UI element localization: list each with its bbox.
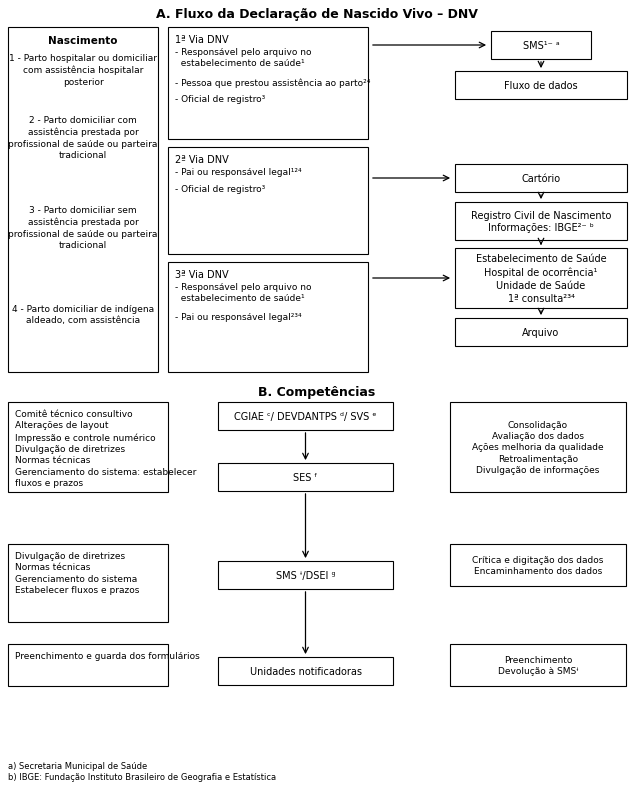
Bar [455,165,627,193]
Text: 2 - Parto domiciliar com
assistência prestada por
profissional de saúde ou parte: 2 - Parto domiciliar com assistência pre… [8,116,158,160]
Text: Registro Civil de Nascimento
Informações: IBGE²⁻ ᵇ: Registro Civil de Nascimento Informações… [471,210,611,233]
Text: 3ª Via DNV: 3ª Via DNV [175,270,229,280]
Text: Comitê técnico consultivo
Alterações de layout
Impressão e controle numérico
Div: Comitê técnico consultivo Alterações de … [15,410,197,487]
Text: SMS ᶤ/DSEI ᵍ: SMS ᶤ/DSEI ᵍ [276,570,335,581]
Bar [450,644,626,686]
Text: Consolidação
Avaliação dos dados
Ações melhoria da qualidade
Retroalimentação
Di: Consolidação Avaliação dos dados Ações m… [472,420,604,474]
Text: CGIAE ᶜ/ DEVDANTPS ᵈ/ SVS ᵉ: CGIAE ᶜ/ DEVDANTPS ᵈ/ SVS ᵉ [234,411,377,422]
Text: SES ᶠ: SES ᶠ [294,473,318,483]
Bar [168,148,368,255]
Bar [168,263,368,372]
Bar [218,657,393,685]
Bar [491,32,591,60]
Text: 1ª Via DNV: 1ª Via DNV [175,35,229,45]
Text: - Pai ou responsável legal¹²⁴: - Pai ou responsável legal¹²⁴ [175,168,302,177]
Text: - Responsável pelo arquivo no
  estabelecimento de saúde¹: - Responsável pelo arquivo no estabeleci… [175,48,311,68]
Bar [455,249,627,309]
Bar [218,402,393,431]
Text: - Oficial de registro³: - Oficial de registro³ [175,95,265,104]
Text: - Responsável pelo arquivo no
  estabelecimento de saúde¹: - Responsável pelo arquivo no estabeleci… [175,283,311,303]
Bar [8,644,168,686]
Text: Nascimento: Nascimento [48,36,118,46]
Text: Arquivo: Arquivo [522,328,560,337]
Text: B. Competências: B. Competências [259,385,375,398]
Bar [455,72,627,100]
Bar [168,28,368,139]
Text: 1 - Parto hospitalar ou domiciliar
com assistência hospitalar
posterior: 1 - Parto hospitalar ou domiciliar com a… [9,54,157,87]
Bar [218,463,393,491]
Bar [8,28,158,372]
Text: Unidades notificadoras: Unidades notificadoras [250,666,361,676]
Text: 4 - Parto domiciliar de indígena
aldeado, com assistência: 4 - Parto domiciliar de indígena aldeado… [12,305,154,325]
Text: Cartório: Cartório [521,174,560,184]
Text: Estabelecimento de Saúde
Hospital de ocorrência¹
Unidade de Saúde
1ª consulta²³⁴: Estabelecimento de Saúde Hospital de oco… [476,254,606,303]
Bar [455,203,627,241]
Bar [450,402,626,492]
Bar [8,544,168,622]
Text: - Oficial de registro³: - Oficial de registro³ [175,185,265,194]
Text: - Pessoa que prestou assistência ao parto²⁴: - Pessoa que prestou assistência ao part… [175,78,370,88]
Bar [450,544,626,586]
Text: SMS¹⁻ ᵃ: SMS¹⁻ ᵃ [522,41,559,51]
Text: Preenchimento
Devolução à SMSᶤ: Preenchimento Devolução à SMSᶤ [498,655,578,676]
Bar [218,561,393,590]
Bar [8,402,168,492]
Text: Fluxo de dados: Fluxo de dados [504,81,578,91]
Text: Crítica e digitação dos dados
Encaminhamento dos dados: Crítica e digitação dos dados Encaminham… [472,555,604,576]
Text: Divulgação de diretrizes
Normas técnicas
Gerenciamento do sistema
Estabelecer fl: Divulgação de diretrizes Normas técnicas… [15,551,139,594]
Text: b) IBGE: Fundação Instituto Brasileiro de Geografia e Estatística: b) IBGE: Fundação Instituto Brasileiro d… [8,772,276,781]
Text: - Pai ou responsável legal²³⁴: - Pai ou responsável legal²³⁴ [175,312,302,322]
Text: 3 - Parto domiciliar sem
assistência prestada por
profissional de saúde ou parte: 3 - Parto domiciliar sem assistência pre… [8,206,158,250]
Bar [455,319,627,346]
Text: A. Fluxo da Declaração de Nascido Vivo – DNV: A. Fluxo da Declaração de Nascido Vivo –… [156,8,478,21]
Text: 2ª Via DNV: 2ª Via DNV [175,155,229,165]
Text: a) Secretaria Municipal de Saúde: a) Secretaria Municipal de Saúde [8,761,147,770]
Text: Preenchimento e guarda dos formulários: Preenchimento e guarda dos formulários [15,651,200,660]
